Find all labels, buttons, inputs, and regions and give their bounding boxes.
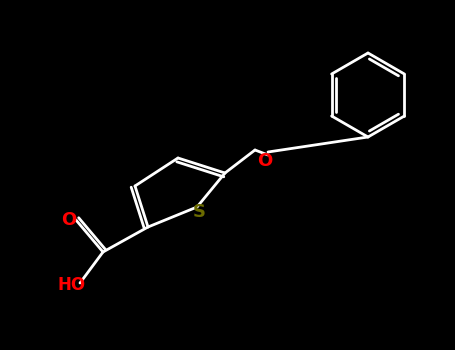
Text: O: O: [258, 152, 273, 170]
Text: O: O: [61, 211, 76, 229]
Text: S: S: [192, 203, 206, 221]
Text: HO: HO: [58, 276, 86, 294]
